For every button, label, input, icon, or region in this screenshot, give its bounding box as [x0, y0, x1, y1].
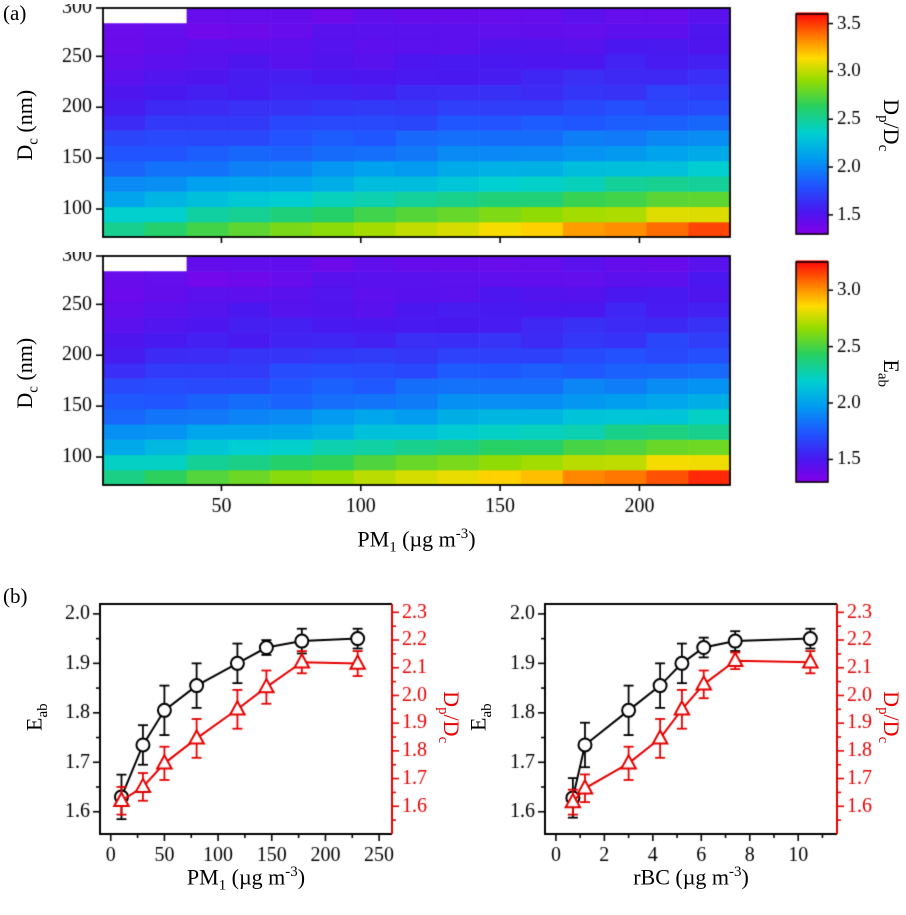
- dc-label-sub: c: [25, 137, 42, 145]
- lineplot-rbc-canvas: [475, 590, 905, 880]
- rbc-units-close: ): [741, 864, 749, 890]
- dpdc-axis-label-1: Dp/Dc: [434, 691, 464, 743]
- dc2-label-sub: c: [25, 385, 42, 393]
- pm1b-units-open: (µg m: [226, 864, 286, 890]
- heatmap2-y-axis-title: Dc (nm): [12, 288, 42, 458]
- dpdc-axis-label-2: Dp/Dc: [874, 691, 904, 743]
- rbc-units-open: (µg m: [669, 864, 729, 890]
- pm1b-units-sup: -3: [285, 864, 298, 880]
- dc-label-units: (nm): [11, 89, 37, 138]
- pm1-units-close: ): [468, 526, 476, 552]
- dpdc-colorbar-label: Dp/Dc: [874, 99, 904, 151]
- colorbar-dpdc-title: Dp/Dc: [874, 50, 904, 200]
- pm1-units-open: (µg m: [396, 526, 456, 552]
- heatmap-eab-canvas: [42, 252, 732, 524]
- eab-cb-sub: ab: [874, 372, 891, 387]
- dpdc2-d1: D: [879, 691, 905, 708]
- dc2-label-main: D: [11, 392, 37, 409]
- panel-a-label: (a): [3, 1, 27, 25]
- dpdc-d2: D: [879, 128, 905, 145]
- pm1b-units-close: ): [297, 864, 306, 890]
- dc-axis-label: Dc (nm): [12, 90, 42, 161]
- heatmap-x-axis-title: PM1 (µg m-3): [103, 526, 730, 557]
- lineplot-pm1-canvas: [30, 590, 460, 880]
- dpdc1-d2: D: [439, 720, 465, 737]
- colorbar-eab-title: Eab: [874, 298, 904, 448]
- dpdc1-sub-c: c: [434, 736, 451, 744]
- pm1b-label-main: PM: [186, 864, 219, 890]
- dpdc1-d1: D: [439, 691, 465, 708]
- lineplot1-x-axis-title: PM1 (µg m-3): [100, 864, 392, 895]
- dc-axis-label-2: Dc (nm): [12, 338, 42, 409]
- dc-label-main: D: [11, 144, 37, 161]
- heatmap-dpdc-canvas: [42, 4, 732, 244]
- dpdc2-d2: D: [879, 720, 905, 737]
- pm1-units-sup: -3: [455, 526, 469, 542]
- dpdc-d1: D: [879, 98, 905, 115]
- dpdc-sub-c: c: [874, 144, 891, 152]
- colorbar-dpdc-canvas: [790, 4, 875, 244]
- lineplot1-right-axis-title: Dp/Dc: [434, 635, 464, 800]
- dpdc-slash: /: [879, 122, 905, 129]
- lineplot2-x-axis-title: rBC (µg m-3): [545, 864, 837, 890]
- rbc-units-sup: -3: [729, 864, 742, 880]
- colorbar-eab-canvas: [790, 252, 875, 492]
- pm1-label-sub: 1: [389, 539, 397, 556]
- pm1-label-main: PM: [357, 526, 390, 552]
- pm1b-label-sub: 1: [218, 877, 227, 894]
- dpdc2-sub-c: c: [874, 736, 891, 744]
- heatmap1-y-axis-title: Dc (nm): [12, 40, 42, 210]
- panel-b-label: (b): [3, 584, 28, 608]
- rbc-label-main: rBC: [633, 864, 670, 890]
- eab-colorbar-label: Eab: [874, 359, 904, 387]
- dc2-label-units: (nm): [11, 337, 37, 386]
- lineplot2-right-axis-title: Dp/Dc: [874, 635, 904, 800]
- eab-cb-main: E: [879, 359, 905, 373]
